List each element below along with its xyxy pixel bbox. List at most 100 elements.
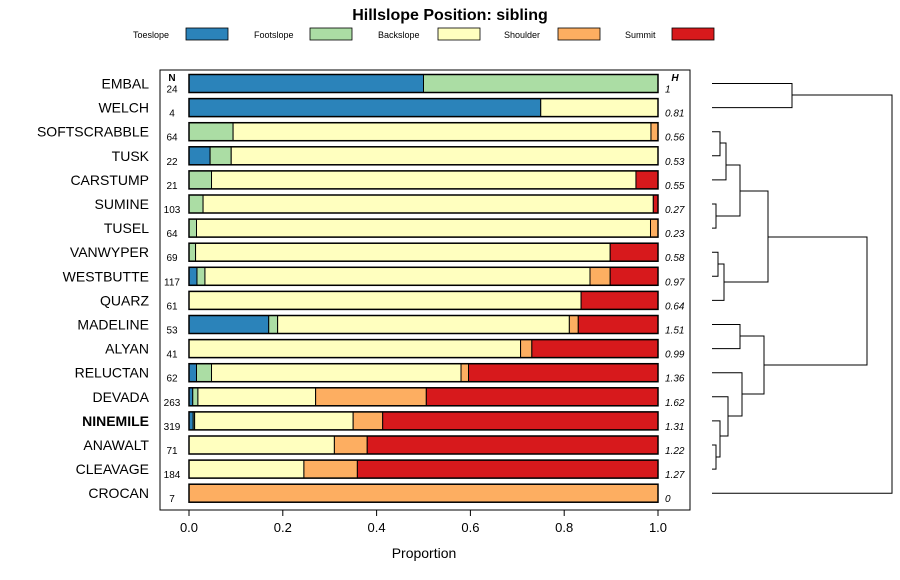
legend-label-shoulder: Shoulder	[504, 30, 540, 40]
row-embal: EMBAL 24 1	[102, 73, 671, 96]
bar-outline	[188, 290, 659, 311]
h-value: 1.27	[665, 470, 685, 481]
x-tick-label: 1.0	[649, 520, 667, 535]
h-value: 0.27	[665, 205, 685, 216]
h-value: 1.51	[665, 326, 684, 337]
h-value: 0.97	[665, 277, 685, 288]
chart-rows: EMBAL 24 1 WELCH 4 0.81 SOFTSCRABBLE 64 0.56 TUSK…	[37, 73, 685, 505]
dendrogram-branch	[712, 203, 717, 229]
h-value: 1.22	[665, 446, 685, 457]
row-quarz: QUARZ 61 0.64	[100, 290, 685, 312]
category-label: QUARZ	[100, 292, 149, 308]
bar-outline	[188, 411, 659, 431]
bar-outline	[188, 97, 659, 118]
bar-segment-summit	[609, 242, 659, 262]
bar-outline	[188, 170, 659, 190]
h-value: 0.99	[665, 350, 685, 361]
bar-segment-summit	[366, 435, 659, 455]
legend-swatch-backslope	[437, 27, 481, 41]
n-value: 4	[169, 109, 175, 120]
dendrogram-branch	[712, 131, 721, 157]
h-value: 0.64	[665, 301, 685, 312]
row-vanwyper: VANWYPER 69 0.58	[70, 242, 685, 264]
row-westbutte: WESTBUTTE 117 0.97	[63, 266, 685, 288]
bar-segment-backslope	[196, 218, 651, 238]
category-label: CARSTUMP	[70, 172, 149, 188]
bar-segment-summit	[382, 411, 659, 431]
bar-segment-shoulder	[589, 266, 611, 286]
bar-outline	[188, 266, 659, 287]
row-sumine: SUMINE 103 0.27	[95, 194, 685, 216]
category-label: WESTBUTTE	[63, 268, 149, 284]
h-value: 1.62	[665, 398, 685, 409]
bar-outline	[188, 314, 659, 335]
bar-segment-backslope	[188, 435, 335, 455]
row-ninemile: NINEMILE 319 1.31	[82, 411, 684, 433]
category-label: WELCH	[98, 100, 149, 116]
row-softscrabble: SOFTSCRABBLE 64 0.56	[37, 121, 685, 144]
bar-segment-summit	[425, 387, 659, 407]
bar-segment-backslope	[197, 387, 317, 407]
row-tusk: TUSK 22 0.53	[112, 146, 685, 168]
bar-segment-backslope	[204, 266, 591, 286]
x-tick-label: 0.2	[274, 520, 292, 535]
bar-segment-backslope	[202, 194, 654, 214]
n-value: 103	[164, 205, 181, 216]
bar-segment-backslope	[211, 363, 462, 383]
n-header: N	[168, 73, 175, 84]
bar-segment-shoulder	[188, 483, 659, 503]
category-label: EMBAL	[102, 76, 150, 92]
h-value: 0.81	[665, 109, 684, 120]
bar-segment-shoulder	[352, 411, 384, 431]
bar-segment-toeslope	[188, 363, 198, 383]
h-value: 1	[665, 85, 671, 96]
bar-segment-toeslope	[188, 74, 424, 93]
dendrogram	[712, 83, 893, 494]
bar-outline	[188, 146, 659, 166]
bar-outline	[188, 362, 659, 383]
bar-segment-toeslope	[188, 315, 270, 334]
legend-label-toeslope: Toeslope	[133, 30, 169, 40]
bar-segment-summit	[468, 363, 659, 383]
category-label: TUSEL	[104, 220, 149, 236]
bar-segment-footslope	[196, 266, 206, 286]
legend-swatch-shoulder	[557, 27, 601, 41]
h-value: 0.55	[665, 181, 685, 192]
bar-segment-toeslope	[188, 266, 198, 286]
h-value: 0.53	[665, 157, 685, 168]
dendrogram-branch	[712, 94, 893, 494]
bar-outline	[188, 218, 659, 238]
legend-swatch-summit	[671, 27, 715, 41]
bar-segment-backslope	[194, 411, 354, 431]
bar-outline	[188, 387, 659, 407]
bar-segment-shoulder	[649, 218, 659, 238]
bar-segment-shoulder	[650, 122, 659, 142]
n-value: 21	[166, 181, 178, 192]
bar-outline	[188, 73, 659, 94]
bar-outline	[188, 483, 659, 503]
n-value: 7	[169, 494, 175, 505]
bar-segment-backslope	[188, 459, 305, 479]
x-tick-label: 0.4	[368, 520, 386, 535]
bar-outline	[188, 121, 659, 142]
h-value: 0.58	[665, 253, 685, 264]
bar-segment-shoulder	[315, 387, 427, 407]
bar-segment-footslope	[209, 146, 232, 166]
bar-segment-shoulder	[333, 435, 368, 455]
row-carstump: CARSTUMP 21 0.55	[70, 170, 685, 192]
bar-segment-backslope	[195, 242, 611, 262]
bar-segment-summit	[635, 170, 659, 190]
bar-outline	[188, 242, 659, 262]
h-value: 1.31	[665, 422, 684, 433]
dendrogram-branch	[712, 251, 719, 277]
h-header: H	[671, 73, 679, 84]
plot-frame	[159, 69, 691, 511]
row-welch: WELCH 4 0.81	[98, 97, 684, 120]
n-value: 62	[166, 374, 178, 385]
bar-segment-backslope	[211, 170, 637, 190]
row-madeline: MADELINE 53 1.51	[77, 314, 684, 337]
n-value: 61	[166, 301, 178, 312]
category-label: ALYAN	[105, 341, 149, 357]
h-value: 0.56	[665, 133, 685, 144]
legend: Toeslope Footslope Backslope Shoulder Summit	[133, 27, 715, 41]
